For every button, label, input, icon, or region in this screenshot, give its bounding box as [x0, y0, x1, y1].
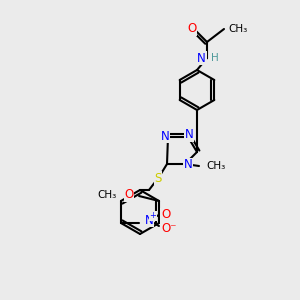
Text: CH₃: CH₃ [98, 190, 117, 200]
Text: O: O [161, 208, 170, 221]
Text: +: + [149, 212, 156, 220]
Text: S: S [154, 172, 162, 184]
Text: H: H [211, 53, 219, 63]
Text: N: N [145, 214, 153, 226]
Text: N: N [160, 130, 169, 142]
Text: N: N [184, 128, 194, 142]
Text: CH₃: CH₃ [228, 24, 247, 34]
Text: O: O [188, 22, 196, 35]
Text: N: N [197, 52, 206, 64]
Text: O: O [124, 188, 134, 202]
Text: N: N [184, 158, 192, 172]
Text: O⁻: O⁻ [161, 221, 176, 235]
Text: CH₃: CH₃ [206, 161, 225, 171]
